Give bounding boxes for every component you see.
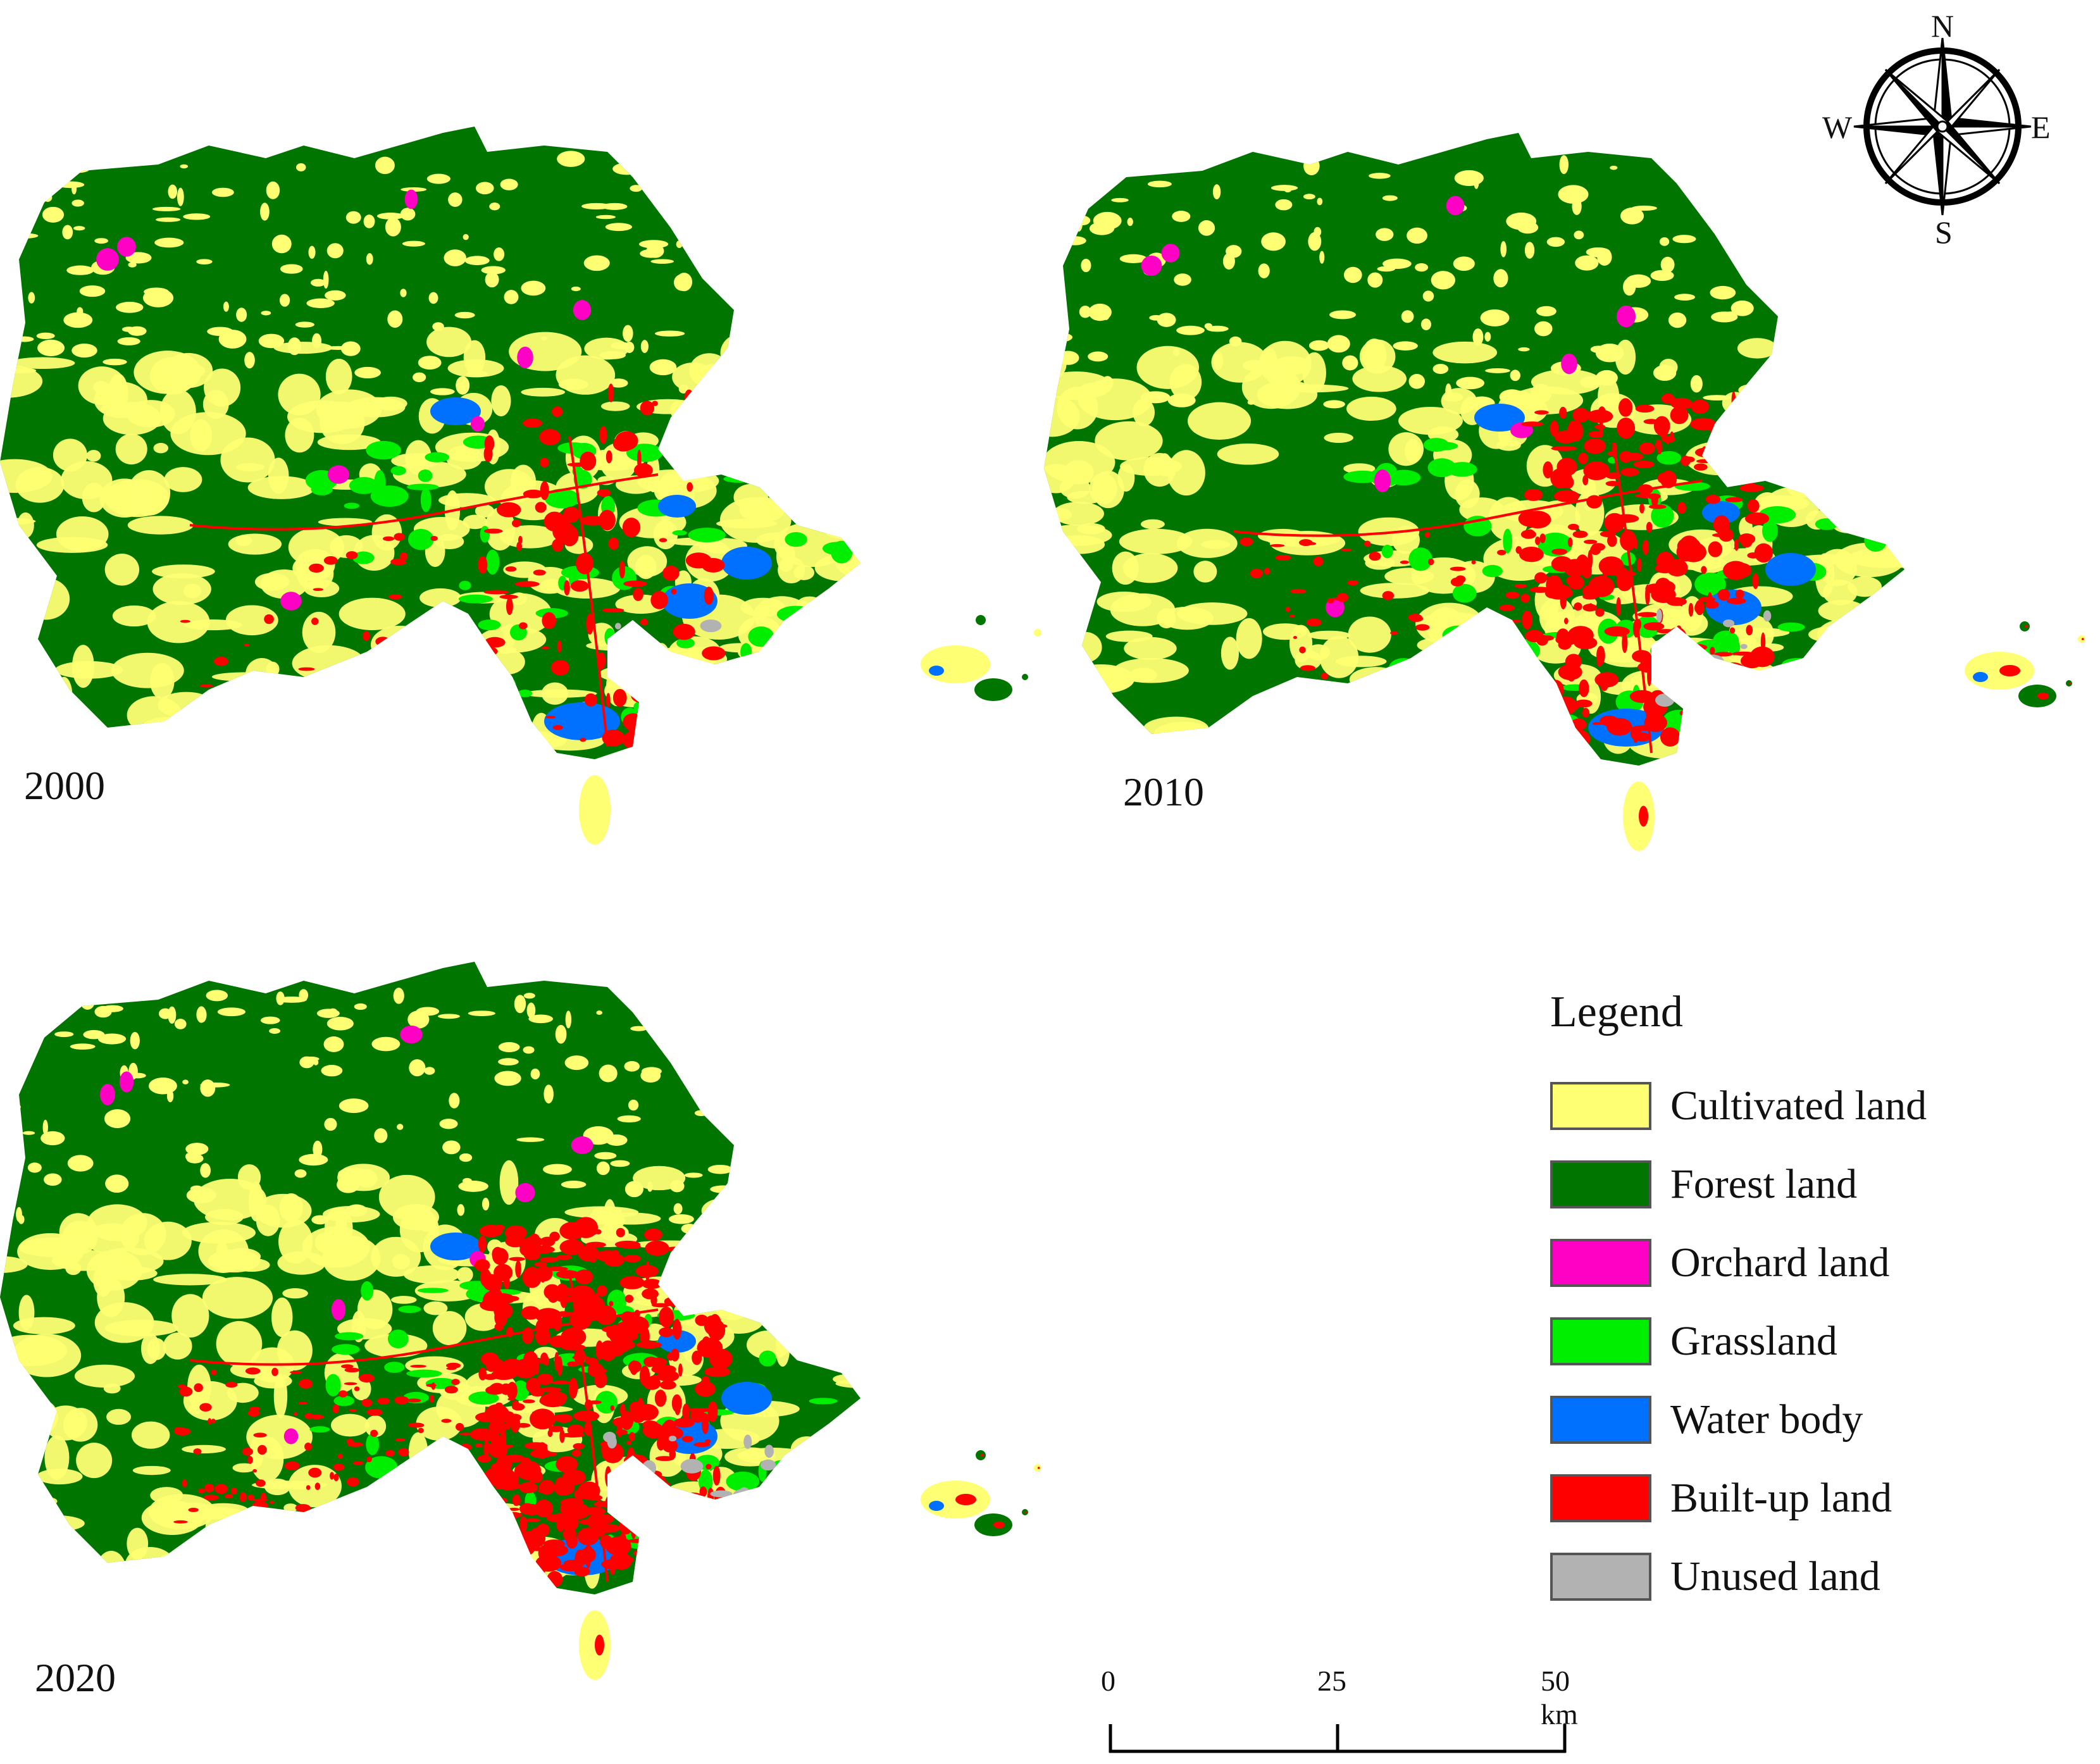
- legend-swatch: [1550, 1553, 1651, 1601]
- scale-tick-label: 50 km: [1541, 1665, 1578, 1730]
- legend-item-grassland: Grassland: [1550, 1302, 2031, 1381]
- scale-bar-line: [1109, 1724, 1567, 1753]
- compass-rose-icon: [1853, 37, 2032, 216]
- legend-label: Cultivated land: [1670, 1083, 1927, 1129]
- legend-swatch: [1550, 1239, 1651, 1287]
- compass-south-label: S: [1935, 214, 1953, 250]
- year-label-2000: 2000: [24, 763, 105, 808]
- legend: Legend Cultivated land Forest land Orcha…: [1550, 987, 2031, 1616]
- legend-item-orchard-land: Orchard land: [1550, 1224, 2031, 1302]
- legend-label: Forest land: [1670, 1161, 1858, 1207]
- legend-label: Orchard land: [1670, 1239, 1890, 1286]
- scale-tick-label: 0: [1101, 1665, 1115, 1697]
- land-use-map-2020: [0, 962, 1041, 1680]
- map-2020: [0, 955, 1063, 1753]
- year-label-2010: 2010: [1123, 769, 1204, 814]
- compass-east-label: E: [2031, 109, 2051, 145]
- land-use-map-2000: [0, 127, 1041, 845]
- scale-bar: 0 25 50 km: [1088, 1664, 1594, 1759]
- legend-label: Water body: [1670, 1396, 1863, 1443]
- legend-swatch: [1550, 1474, 1651, 1522]
- legend-item-water-body: Water body: [1550, 1381, 2031, 1459]
- legend-item-forest-land: Forest land: [1550, 1145, 2031, 1224]
- compass-west-label: W: [1822, 109, 1853, 145]
- legend-swatch: [1550, 1082, 1651, 1130]
- legend-label: Built-up land: [1670, 1475, 1892, 1521]
- legend-item-cultivated-land: Cultivated land: [1550, 1067, 2031, 1145]
- legend-title: Legend: [1550, 988, 1683, 1036]
- compass-north-label: N: [1931, 8, 1954, 44]
- legend-item-unused-land: Unused land: [1550, 1537, 2031, 1616]
- legend-swatch: [1550, 1396, 1651, 1444]
- legend-swatch: [1550, 1160, 1651, 1208]
- map-2000: [0, 120, 1063, 917]
- land-use-map-2010: [1044, 133, 2085, 851]
- legend-label: Grassland: [1670, 1318, 1837, 1364]
- map-2010: [1044, 127, 2100, 924]
- legend-item-built-up-land: Built-up land: [1550, 1459, 2031, 1537]
- legend-swatch: [1550, 1317, 1651, 1365]
- legend-label: Unused land: [1670, 1553, 1880, 1599]
- scale-tick-label: 25: [1317, 1665, 1346, 1697]
- year-label-2020: 2020: [35, 1655, 116, 1700]
- compass-rose: N S E W: [1822, 8, 2063, 250]
